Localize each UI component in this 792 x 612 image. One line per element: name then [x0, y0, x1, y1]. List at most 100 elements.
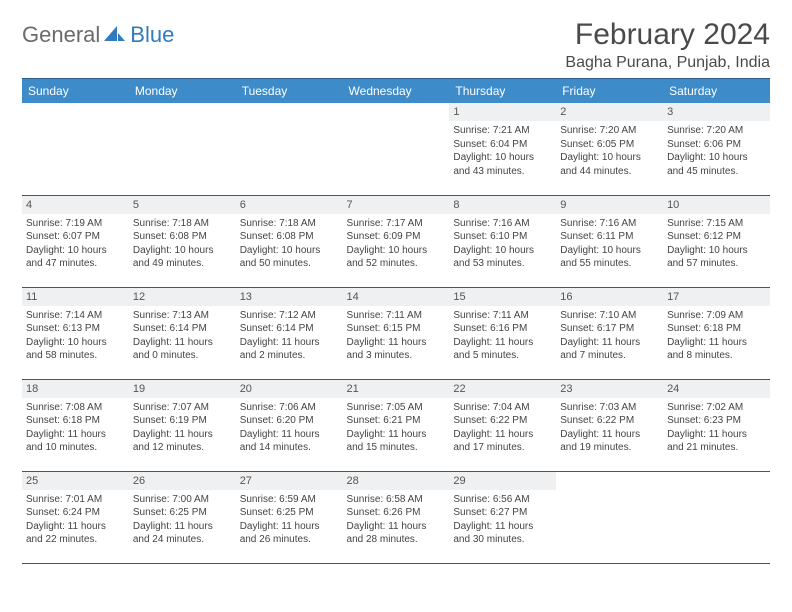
sunset: Sunset: 6:23 PM — [667, 414, 766, 428]
sunset: Sunset: 6:08 PM — [133, 230, 232, 244]
day-details: Sunrise: 7:15 AMSunset: 6:12 PMDaylight:… — [667, 217, 766, 271]
day-details: Sunrise: 7:18 AMSunset: 6:08 PMDaylight:… — [240, 217, 339, 271]
sunrise: Sunrise: 7:04 AM — [453, 401, 552, 415]
dow-sunday: Sunday — [22, 79, 129, 104]
title-block: February 2024 Bagha Purana, Punjab, Indi… — [565, 18, 770, 72]
day-number: 1 — [449, 103, 556, 121]
day-number: 5 — [129, 196, 236, 214]
day-cell: 19Sunrise: 7:07 AMSunset: 6:19 PMDayligh… — [129, 379, 236, 471]
sunrise: Sunrise: 7:08 AM — [26, 401, 125, 415]
day-details: Sunrise: 7:16 AMSunset: 6:11 PMDaylight:… — [560, 217, 659, 271]
week-row: 1 Sunrise: 7:21 AMSunset: 6:04 PMDaylight… — [22, 103, 770, 195]
sunset: Sunset: 6:22 PM — [453, 414, 552, 428]
week-row: 11Sunrise: 7:14 AMSunset: 6:13 PMDayligh… — [22, 287, 770, 379]
sunset: Sunset: 6:19 PM — [133, 414, 232, 428]
day-details: Sunrise: 7:02 AMSunset: 6:23 PMDaylight:… — [667, 401, 766, 455]
day-details: Sunrise: 7:12 AMSunset: 6:14 PMDaylight:… — [240, 309, 339, 363]
daylight: Daylight: 11 hours and 7 minutes. — [560, 336, 659, 363]
day-details: Sunrise: 7:20 AMSunset: 6:06 PMDaylight:… — [667, 124, 766, 178]
sunset: Sunset: 6:18 PM — [667, 322, 766, 336]
day-number: 10 — [663, 196, 770, 214]
sunrise: Sunrise: 7:18 AM — [240, 217, 339, 231]
day-cell: 18 Sunrise: 7:08 AMSunset: 6:18 PMDayligh… — [22, 379, 129, 471]
daylight: Daylight: 11 hours and 8 minutes. — [667, 336, 766, 363]
sunrise: Sunrise: 7:16 AM — [560, 217, 659, 231]
day-number: 2 — [556, 103, 663, 121]
sunrise: Sunrise: 7:18 AM — [133, 217, 232, 231]
sunrise: Sunrise: 7:14 AM — [26, 309, 125, 323]
sunset: Sunset: 6:17 PM — [560, 322, 659, 336]
sunset: Sunset: 6:14 PM — [133, 322, 232, 336]
sunrise: Sunrise: 7:19 AM — [26, 217, 125, 231]
day-details: Sunrise: 7:01 AMSunset: 6:24 PMDaylight:… — [26, 493, 125, 547]
logo-text-general: General — [22, 22, 100, 48]
day-details: Sunrise: 7:07 AMSunset: 6:19 PMDaylight:… — [133, 401, 232, 455]
day-number: 16 — [556, 288, 663, 306]
sunrise: Sunrise: 7:20 AM — [667, 124, 766, 138]
day-number: 7 — [343, 196, 450, 214]
daylight: Daylight: 11 hours and 28 minutes. — [347, 520, 446, 547]
sunset: Sunset: 6:11 PM — [560, 230, 659, 244]
sunrise: Sunrise: 6:58 AM — [347, 493, 446, 507]
day-number: 27 — [236, 472, 343, 490]
day-number: 29 — [449, 472, 556, 490]
day-cell: 26Sunrise: 7:00 AMSunset: 6:25 PMDayligh… — [129, 471, 236, 563]
day-number: 15 — [449, 288, 556, 306]
sunrise: Sunrise: 7:11 AM — [347, 309, 446, 323]
sunrise: Sunrise: 7:20 AM — [560, 124, 659, 138]
sunset: Sunset: 6:12 PM — [667, 230, 766, 244]
day-cell: 9Sunrise: 7:16 AMSunset: 6:11 PMDaylight… — [556, 195, 663, 287]
day-number: 24 — [663, 380, 770, 398]
week-row: 18Sunrise: 7:08 AMSunset: 6:18 PMDayligh… — [22, 379, 770, 471]
day-details: Sunrise: 7:19 AMSunset: 6:07 PMDaylight:… — [26, 217, 125, 271]
daylight: Daylight: 10 hours and 44 minutes. — [560, 151, 659, 178]
page-title: February 2024 — [565, 18, 770, 52]
sunset: Sunset: 6:06 PM — [667, 138, 766, 152]
sunrise: Sunrise: 7:06 AM — [240, 401, 339, 415]
dow-thursday: Thursday — [449, 79, 556, 104]
dow-row: Sunday Monday Tuesday Wednesday Thursday… — [22, 79, 770, 104]
sunrise: Sunrise: 7:00 AM — [133, 493, 232, 507]
day-details: Sunrise: 7:11 AMSunset: 6:15 PMDaylight:… — [347, 309, 446, 363]
daylight: Daylight: 11 hours and 2 minutes. — [240, 336, 339, 363]
daylight: Daylight: 10 hours and 43 minutes. — [453, 151, 552, 178]
sunset: Sunset: 6:07 PM — [26, 230, 125, 244]
daylight: Daylight: 11 hours and 10 minutes. — [26, 428, 125, 455]
daylight: Daylight: 11 hours and 30 minutes. — [453, 520, 552, 547]
daylight: Daylight: 11 hours and 21 minutes. — [667, 428, 766, 455]
calendar-table: Sunday Monday Tuesday Wednesday Thursday… — [22, 78, 770, 564]
sunrise: Sunrise: 7:11 AM — [453, 309, 552, 323]
sunrise: Sunrise: 7:03 AM — [560, 401, 659, 415]
day-number: 22 — [449, 380, 556, 398]
day-number: 14 — [343, 288, 450, 306]
sunset: Sunset: 6:16 PM — [453, 322, 552, 336]
day-number: 18 — [22, 380, 129, 398]
day-details: Sunrise: 7:21 AMSunset: 6:04 PMDaylight:… — [453, 124, 552, 178]
sunset: Sunset: 6:08 PM — [240, 230, 339, 244]
day-cell: 5Sunrise: 7:18 AMSunset: 6:08 PMDaylight… — [129, 195, 236, 287]
day-cell — [129, 103, 236, 195]
daylight: Daylight: 10 hours and 58 minutes. — [26, 336, 125, 363]
sunset: Sunset: 6:25 PM — [240, 506, 339, 520]
day-cell: 17Sunrise: 7:09 AMSunset: 6:18 PMDayligh… — [663, 287, 770, 379]
day-cell: 6Sunrise: 7:18 AMSunset: 6:08 PMDaylight… — [236, 195, 343, 287]
day-details: Sunrise: 7:06 AMSunset: 6:20 PMDaylight:… — [240, 401, 339, 455]
day-cell: 28Sunrise: 6:58 AMSunset: 6:26 PMDayligh… — [343, 471, 450, 563]
sunset: Sunset: 6:18 PM — [26, 414, 125, 428]
day-cell: 8Sunrise: 7:16 AMSunset: 6:10 PMDaylight… — [449, 195, 556, 287]
daylight: Daylight: 10 hours and 47 minutes. — [26, 244, 125, 271]
day-cell: 25Sunrise: 7:01 AMSunset: 6:24 PMDayligh… — [22, 471, 129, 563]
day-cell: 23Sunrise: 7:03 AMSunset: 6:22 PMDayligh… — [556, 379, 663, 471]
sunrise: Sunrise: 7:07 AM — [133, 401, 232, 415]
sunset: Sunset: 6:21 PM — [347, 414, 446, 428]
sunset: Sunset: 6:04 PM — [453, 138, 552, 152]
day-cell: 24 Sunrise: 7:02 AMSunset: 6:23 PMDayligh… — [663, 379, 770, 471]
sunset: Sunset: 6:25 PM — [133, 506, 232, 520]
sunset: Sunset: 6:24 PM — [26, 506, 125, 520]
daylight: Daylight: 10 hours and 55 minutes. — [560, 244, 659, 271]
day-number: 26 — [129, 472, 236, 490]
week-row: 4Sunrise: 7:19 AMSunset: 6:07 PMDaylight… — [22, 195, 770, 287]
daylight: Daylight: 10 hours and 50 minutes. — [240, 244, 339, 271]
sunset: Sunset: 6:14 PM — [240, 322, 339, 336]
day-cell: 7Sunrise: 7:17 AMSunset: 6:09 PMDaylight… — [343, 195, 450, 287]
